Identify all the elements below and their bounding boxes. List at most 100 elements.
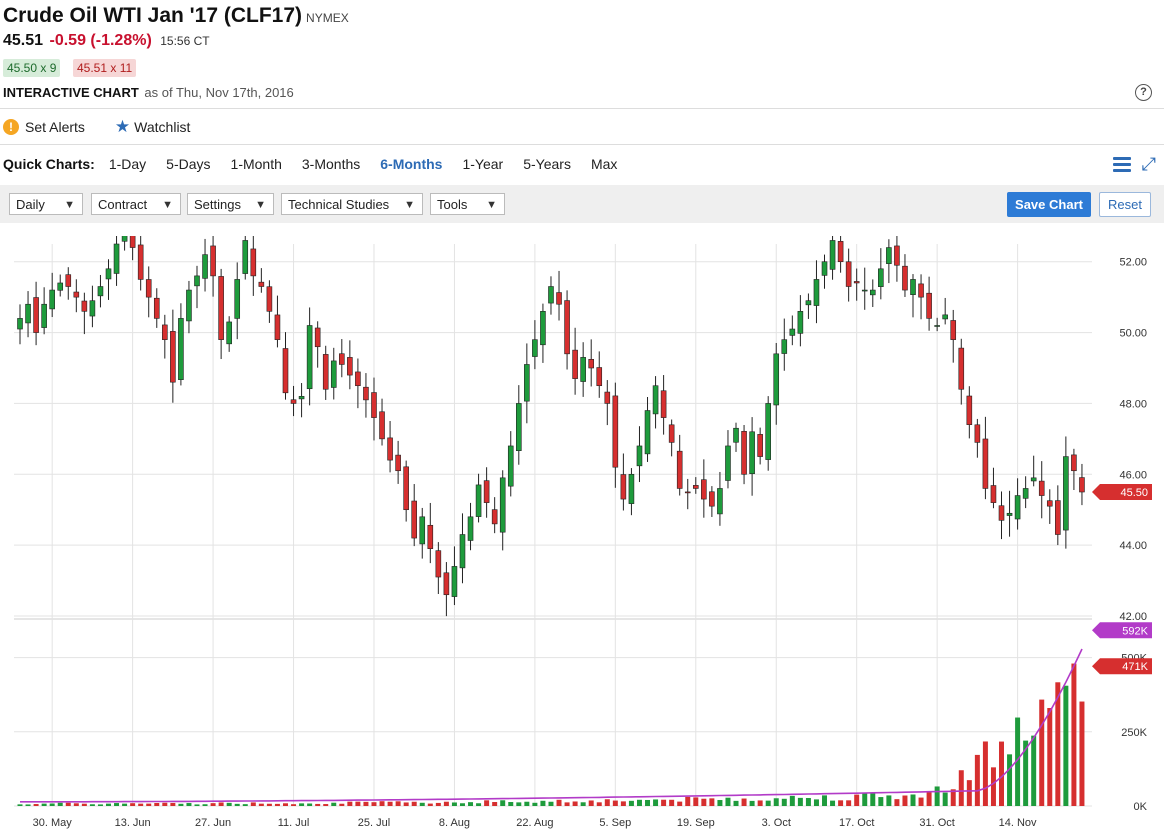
volume-bar xyxy=(846,800,852,806)
technical-studies-dropdown[interactable]: Technical Studies ▼ xyxy=(281,193,423,215)
candle-body xyxy=(918,283,924,298)
candle-body xyxy=(113,243,120,274)
volume-bar xyxy=(146,803,152,806)
volume-bar xyxy=(580,802,586,806)
candle-body xyxy=(499,477,506,533)
settings-dropdown[interactable]: Settings ▼ xyxy=(187,193,274,215)
quick-chart-1-year[interactable]: 1-Year xyxy=(462,156,504,172)
quick-chart-5-years[interactable]: 5-Years xyxy=(523,156,571,172)
time-tick-label: 8. Aug xyxy=(439,817,470,829)
chevron-down-icon: ▼ xyxy=(64,199,75,211)
candle-body xyxy=(1030,477,1037,482)
volume-bar xyxy=(653,799,659,806)
volume-bar xyxy=(355,801,361,806)
volume-bar xyxy=(669,799,675,806)
tools-dropdown[interactable]: Tools ▼ xyxy=(430,193,505,215)
volume-bar xyxy=(757,800,763,806)
candle-body xyxy=(588,359,594,369)
candle-body xyxy=(765,403,771,460)
candle-body xyxy=(596,367,603,387)
volume-bar xyxy=(258,803,264,806)
quick-chart-max[interactable]: Max xyxy=(590,156,618,172)
menu-icon[interactable] xyxy=(1113,157,1131,175)
volume-bar xyxy=(363,801,369,806)
volume-bar xyxy=(234,803,240,806)
volume-bar xyxy=(628,800,634,806)
quick-chart-1-month[interactable]: 1-Month xyxy=(230,156,282,172)
volume-bar xyxy=(218,802,224,806)
volume-bar xyxy=(178,803,184,806)
candle-body xyxy=(355,371,361,387)
price-chart[interactable]: 42.0044.0046.0048.0050.0052.000K250K500K… xyxy=(0,236,1164,831)
volume-bar xyxy=(604,799,610,806)
volume-bar xyxy=(419,802,425,806)
save-chart-button[interactable]: Save Chart xyxy=(1007,192,1091,217)
candle-body xyxy=(443,572,450,596)
volume-bar xyxy=(1063,685,1069,806)
candle-body xyxy=(1071,454,1077,472)
help-icon[interactable]: ? xyxy=(1135,84,1152,101)
candle-body xyxy=(757,434,763,457)
volume-bar xyxy=(830,800,836,806)
expand-icon[interactable]: ⤢ xyxy=(1141,154,1156,174)
volume-bar xyxy=(765,800,771,806)
volume-bar xyxy=(484,800,490,806)
last-price-label: 45.50 xyxy=(1120,487,1148,499)
candle-body xyxy=(982,438,989,489)
candle-body xyxy=(242,240,249,274)
volume-bar xyxy=(677,801,683,806)
volume-bar xyxy=(588,800,594,806)
candle-body xyxy=(403,466,409,511)
candle-body xyxy=(540,311,546,346)
candle-body xyxy=(572,349,578,379)
candle-body xyxy=(145,279,152,298)
candle-body xyxy=(532,339,538,357)
watchlist-link[interactable]: Watchlist xyxy=(134,119,191,135)
volume-bar xyxy=(910,794,916,806)
volume-bar xyxy=(73,803,79,806)
time-tick-label: 13. Jun xyxy=(115,817,151,829)
volume-bar xyxy=(612,800,618,806)
volume-bar xyxy=(242,804,248,806)
time-tick-label: 31. Oct xyxy=(919,817,954,829)
last-price-tag xyxy=(1092,484,1152,500)
volume-bar xyxy=(379,801,385,806)
candle-body xyxy=(749,431,755,475)
candle-body xyxy=(459,534,466,569)
candle-body xyxy=(1079,477,1085,493)
candle-body xyxy=(33,297,39,333)
candle-body xyxy=(258,281,265,287)
candle-body xyxy=(926,292,932,319)
volume-bar xyxy=(468,802,474,806)
quick-chart-3-months[interactable]: 3-Months xyxy=(301,156,361,172)
quick-chart-5-days[interactable]: 5-Days xyxy=(166,156,211,172)
volume-bar xyxy=(1039,699,1045,806)
volume-bar xyxy=(572,801,578,806)
volume-bar xyxy=(902,795,908,806)
candle-body xyxy=(821,261,828,276)
volume-bar xyxy=(154,803,160,806)
quick-chart-1-day[interactable]: 1-Day xyxy=(108,156,147,172)
alert-icon[interactable]: ! xyxy=(3,119,19,135)
reset-button[interactable]: Reset xyxy=(1099,192,1151,217)
volume-bar xyxy=(81,803,87,806)
volume-bar xyxy=(492,801,498,806)
candle-body xyxy=(717,488,723,515)
candle-body xyxy=(813,279,820,306)
volume-bar xyxy=(114,803,120,806)
interval-dropdown[interactable]: Daily ▼ xyxy=(9,193,83,215)
volume-bar xyxy=(25,804,31,806)
candle-body xyxy=(1055,500,1061,535)
volume-bar xyxy=(226,802,232,806)
price-tick-label: 52.00 xyxy=(1119,257,1147,269)
candle-body xyxy=(347,357,353,376)
candle-body xyxy=(733,427,739,443)
volume-bar xyxy=(435,802,441,806)
contract-dropdown[interactable]: Contract ▼ xyxy=(91,193,181,215)
set-alerts-link[interactable]: Set Alerts xyxy=(25,119,85,135)
candle-body xyxy=(65,274,72,287)
star-icon[interactable]: ★ xyxy=(114,117,131,136)
candle-body xyxy=(81,300,88,312)
tools-label: Tools xyxy=(437,197,468,212)
quick-chart-6-months[interactable]: 6-Months xyxy=(380,156,443,172)
